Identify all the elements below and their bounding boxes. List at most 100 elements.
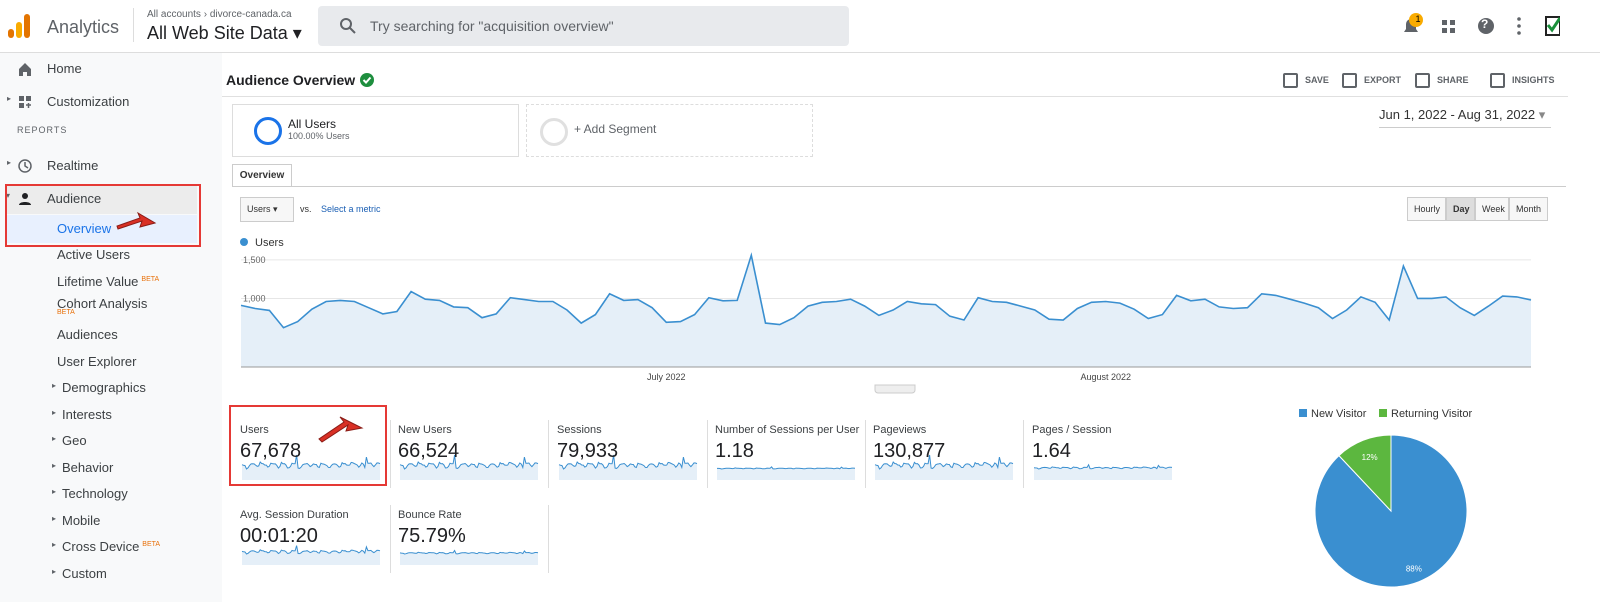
x-tick-label: August 2022 <box>1080 372 1131 382</box>
area-fill <box>241 255 1531 367</box>
nav-subitem[interactable]: Geo <box>62 433 87 448</box>
expand-arrow: ▸ <box>7 94 12 103</box>
nav-item[interactable]: Audience <box>47 191 102 206</box>
help-icon[interactable]: ? <box>1481 17 1489 31</box>
sparkline-area <box>1034 464 1172 480</box>
nav-icon <box>18 159 32 173</box>
nav-label[interactable]: Geo <box>62 433 87 448</box>
action[interactable]: INSIGHTS <box>1512 75 1555 85</box>
select-metric[interactable]: Select a metric <box>321 204 381 214</box>
sparkline-area <box>242 545 380 565</box>
nav-label[interactable]: Mobile <box>62 513 101 528</box>
legend-label: Returning Visitor <box>1391 408 1472 420</box>
metric-value: 1.18 <box>715 440 754 462</box>
nav-subitem[interactable]: Custom <box>62 566 107 581</box>
nav-subitem[interactable]: Technology <box>62 486 128 501</box>
search-box[interactable]: Try searching for "acquisition overview" <box>318 6 849 46</box>
sparkline <box>399 549 539 555</box>
logo <box>8 14 30 38</box>
expand-arrow: ▸ <box>52 487 57 496</box>
arrow <box>116 211 157 230</box>
header-icons <box>1404 13 1560 36</box>
add-segment-card[interactable]: + Add Segment <box>526 104 813 157</box>
metric-value: 79,933 <box>557 440 619 462</box>
nav-label[interactable]: Demographics <box>62 380 146 395</box>
nav-label[interactable]: Overview <box>57 221 112 236</box>
highlight-box <box>5 184 201 247</box>
nav-label[interactable]: Cross Device <box>62 539 140 554</box>
view-selector[interactable]: All Web Site Data ▾ <box>147 23 302 43</box>
nav-item[interactable]: Customization <box>47 94 130 109</box>
nav-subitem[interactable]: Cohort Analysis BETA <box>57 296 147 317</box>
legend-label: New Visitor <box>1311 408 1367 420</box>
nav-subitem[interactable]: User Explorer <box>57 354 136 369</box>
nav-subitem[interactable]: Interests <box>62 407 112 422</box>
granularity-button[interactable]: Week <box>1475 197 1509 221</box>
expand-arrow: ▸ <box>52 461 57 470</box>
nav-subitem[interactable]: Demographics <box>62 380 146 395</box>
chart-toggle[interactable] <box>874 384 916 394</box>
slice-label: 12% <box>1362 453 1378 462</box>
segment-ring <box>254 117 282 145</box>
nav-section: REPORTS <box>17 125 68 135</box>
account-path[interactable]: All accounts <box>147 9 201 20</box>
nav-item[interactable]: Home <box>47 61 82 76</box>
nav-subitem[interactable]: Audiences <box>57 327 118 342</box>
nav-item[interactable]: Realtime <box>47 158 99 173</box>
metric-divider <box>548 505 549 573</box>
metric-divider <box>390 505 391 573</box>
metric-value: 75.79% <box>398 525 466 547</box>
sparkline <box>874 454 1014 470</box>
granularity-button[interactable]: Day <box>1446 197 1475 221</box>
nav-subitem[interactable]: Active Users <box>57 247 130 262</box>
tab[interactable]: Overview <box>232 164 292 187</box>
date-range-text[interactable]: Jun 1, 2022 - Aug 31, 2022 <box>1379 107 1536 122</box>
beta-badge: BETA <box>142 540 161 548</box>
nav-subitem[interactable]: Lifetime Value BETA <box>57 274 159 289</box>
nav-label[interactable]: Technology <box>62 486 128 501</box>
nav-subitem[interactable]: Mobile <box>62 513 100 528</box>
vs-label: vs. <box>300 204 312 214</box>
granularity-button[interactable]: Hourly <box>1407 197 1446 221</box>
nav-subitem[interactable]: Overview <box>57 221 111 236</box>
action[interactable]: SAVE <box>1305 75 1329 85</box>
divider <box>232 186 1566 187</box>
nav-icon <box>19 63 31 76</box>
segment-card[interactable]: All Users 100.00% Users <box>232 104 519 157</box>
nav-label[interactable]: Behavior <box>62 460 114 475</box>
verified-icon <box>360 73 374 87</box>
sparkline-area <box>875 455 1013 480</box>
metric-label: Avg. Session Duration <box>240 509 349 521</box>
metric-value: 67,678 <box>240 440 302 462</box>
nav-label[interactable]: Lifetime Value <box>57 274 139 289</box>
metric-name[interactable]: Users <box>247 204 271 214</box>
nav-label[interactable]: Cohort Analysis <box>57 296 148 311</box>
nav-label[interactable]: Interests <box>62 407 112 422</box>
property[interactable]: divorce-canada.ca <box>209 9 292 20</box>
search-placeholder[interactable]: Try searching for "acquisition overview" <box>370 18 614 34</box>
metric-select[interactable]: Users ▾ <box>240 197 294 222</box>
granularity-button[interactable]: Month <box>1509 197 1548 221</box>
highlight-box <box>229 405 387 486</box>
add-segment[interactable]: + Add Segment <box>574 122 657 136</box>
nav-label[interactable]: Custom <box>62 566 107 581</box>
action[interactable]: EXPORT <box>1364 75 1402 85</box>
nav-subitem[interactable]: Cross Device BETA <box>62 539 160 554</box>
nav-subitem[interactable]: Behavior <box>62 460 113 475</box>
segment-name[interactable]: All Users <box>288 117 337 131</box>
nav-label[interactable]: Active Users <box>57 247 130 262</box>
action-icon <box>1415 73 1430 88</box>
line-series <box>240 252 1532 329</box>
nav-label[interactable]: Audiences <box>57 327 118 342</box>
action[interactable]: SHARE <box>1437 75 1469 85</box>
y-tick-label: 1,000 <box>243 293 266 303</box>
expand-arrow: ▸ <box>52 540 57 549</box>
metric-divider <box>707 420 708 488</box>
breadcrumb[interactable]: All accounts › divorce-canada.ca <box>147 9 292 20</box>
metric-divider <box>390 420 391 488</box>
metric-divider <box>548 420 549 488</box>
pie-slice <box>1338 434 1392 513</box>
date-range[interactable]: Jun 1, 2022 - Aug 31, 2022 ▾ <box>1379 107 1546 122</box>
view-name[interactable]: All Web Site Data <box>147 23 288 43</box>
nav-label[interactable]: User Explorer <box>57 354 137 369</box>
